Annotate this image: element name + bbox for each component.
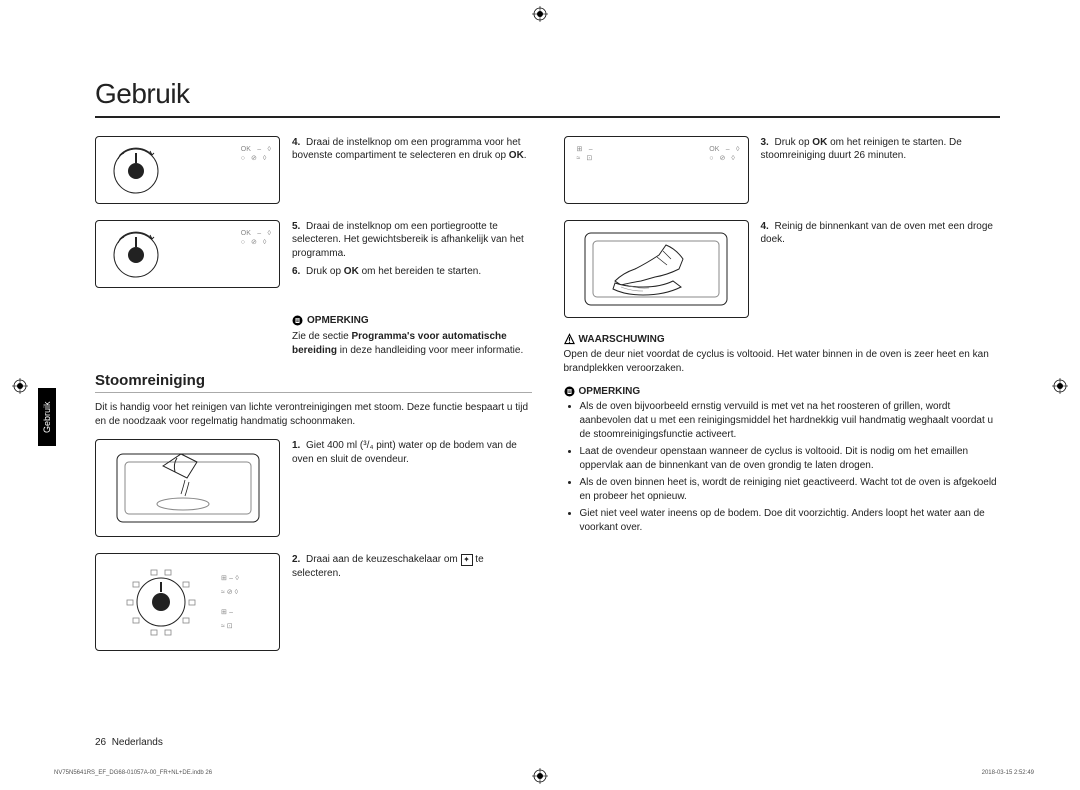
figure-wipe-oven <box>564 220 749 318</box>
note-icon <box>564 386 575 397</box>
note-icon <box>292 315 303 326</box>
step-text: Druk op <box>775 137 813 148</box>
registration-mark-right <box>1052 378 1068 394</box>
page-language: Nederlands <box>112 737 163 748</box>
svg-text:≈ ⊡: ≈ ⊡ <box>221 623 233 630</box>
figure-pour-water <box>95 439 280 537</box>
figure-control-panel-2: OK⌢◊○⊘◊ <box>95 220 280 288</box>
list-item: Giet niet veel water ineens op de bodem.… <box>580 507 1001 535</box>
step-text: om het bereiden te starten. <box>359 266 481 277</box>
page-title: Gebruik <box>95 78 1000 110</box>
step-number: 2. <box>292 553 306 567</box>
divider-section <box>95 392 532 393</box>
step-text: Draai aan de keuzeschakelaar om <box>306 554 461 565</box>
note-label: OPMERKING <box>579 386 641 397</box>
figure-control-panel-3: ⊞⌢≈⊡ OK⌢◊○⊘◊ <box>564 136 749 204</box>
step-text: Draai de instelknop om een programma voo… <box>292 137 521 162</box>
svg-text:⊞ ⌢ ◊: ⊞ ⌢ ◊ <box>221 575 239 582</box>
list-item: Als de oven binnen heet is, wordt de rei… <box>580 476 1001 504</box>
bold-ok: OK <box>344 266 359 277</box>
warning-label: WAARSCHUWING <box>579 334 665 345</box>
step-number: 5. <box>292 220 306 234</box>
figure-mode-selector: ⊞ ⌢ ◊ ≈ ⊘ ◊ ⊞ ⌢ ≈ ⊡ <box>95 553 280 651</box>
bold-ok: OK <box>812 137 827 148</box>
step-number: 4. <box>761 220 775 234</box>
print-timestamp: 2018-03-15 2:52:49 <box>982 770 1034 776</box>
side-tab: Gebruik <box>38 388 56 446</box>
step-text: Draai de instelknop om een portiegrootte… <box>292 221 524 260</box>
registration-mark-left <box>12 378 28 394</box>
note-text: in deze handleiding voor meer informatie… <box>337 345 523 356</box>
step-number: 1. <box>292 439 306 453</box>
step-number: 6. <box>292 265 306 279</box>
ok-label: OK <box>241 229 251 238</box>
list-item: Laat de ovendeur openstaan wanneer de cy… <box>580 445 1001 473</box>
ok-label: OK <box>709 145 719 154</box>
step-number: 4. <box>292 136 306 150</box>
step-text: Giet 400 ml (³/₄ pint) water op de bodem… <box>292 440 517 465</box>
page-footer: 26 Nederlands <box>95 737 163 748</box>
column-left: OK⌢◊○⊘◊ 4.Draai de instelknop om een pro… <box>95 136 532 668</box>
steam-clean-icon: ✦ <box>461 554 473 566</box>
print-filename: NV75N5641RS_EF_DG68-01057A-00_FR+NL+DE.i… <box>54 770 212 776</box>
step-text: . <box>524 150 527 161</box>
svg-text:≈ ⊘ ◊: ≈ ⊘ ◊ <box>221 589 239 596</box>
page-number: 26 <box>95 737 106 748</box>
note-text: Zie de sectie <box>292 331 351 342</box>
registration-mark-bottom <box>532 768 548 784</box>
step-text: Reinig de binnenkant van de oven met een… <box>761 221 994 246</box>
step-text: Druk op <box>306 266 344 277</box>
note-label: OPMERKING <box>307 314 369 328</box>
svg-text:⊞ ⌢: ⊞ ⌢ <box>221 609 234 616</box>
section-heading-stoomreiniging: Stoomreiniging <box>95 372 532 389</box>
section-intro: Dit is handig voor het reinigen van lich… <box>95 401 532 429</box>
step-number: 3. <box>761 136 775 150</box>
page-content: Gebruik OK⌢◊○⊘◊ 4.Draai de instelknop om… <box>95 78 1000 667</box>
warning-text: Open de deur niet voordat de cyclus is v… <box>564 348 1001 376</box>
figure-control-panel-1: OK⌢◊○⊘◊ <box>95 136 280 204</box>
registration-mark-top <box>532 6 548 22</box>
list-item: Als de oven bijvoorbeeld ernstig vervuil… <box>580 400 1001 442</box>
warning-icon <box>564 334 575 345</box>
divider-main <box>95 116 1000 118</box>
ok-label: OK <box>241 145 251 154</box>
bold-ok: OK <box>509 150 524 161</box>
note-bullet-list: Als de oven bijvoorbeeld ernstig vervuil… <box>564 400 1001 535</box>
column-right: ⊞⌢≈⊡ OK⌢◊○⊘◊ 3.Druk op OK om het reinige… <box>564 136 1001 668</box>
